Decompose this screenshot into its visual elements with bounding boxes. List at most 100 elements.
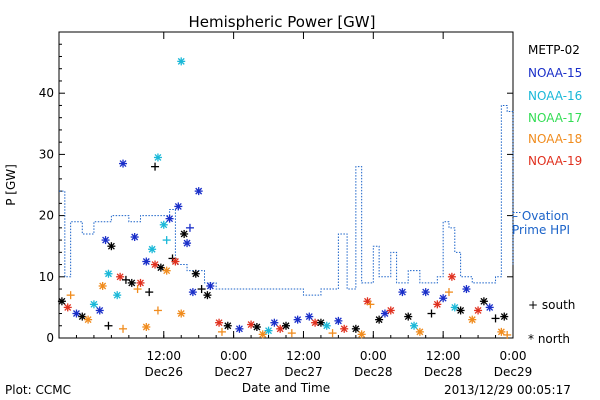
y-tick-label: 40 (39, 86, 54, 100)
y-tick-label: 0 (46, 331, 54, 345)
north-point (410, 321, 419, 330)
x-tick-date-label: Dec27 (284, 365, 323, 379)
legend-noaa-18: NOAA-18 (528, 132, 583, 146)
legend-noaa-16: NOAA-16 (528, 89, 583, 103)
legend-noaa-19: NOAA-19 (528, 154, 583, 168)
north-point (433, 300, 442, 309)
north-point (127, 278, 136, 287)
south-point (491, 314, 500, 323)
north-point (322, 321, 331, 330)
south-point (366, 300, 375, 309)
north-point (142, 322, 151, 331)
north-point (119, 159, 128, 168)
north-point (386, 306, 395, 315)
y-tick-label: 30 (39, 147, 54, 161)
north-point (485, 303, 494, 312)
north-point (258, 330, 267, 339)
x-tick-date-label: Dec28 (354, 365, 393, 379)
north-point (380, 309, 389, 318)
plot-timestamp: 2013/12/29 00:05:17 (444, 383, 571, 397)
south-point (503, 330, 512, 339)
north-point (183, 239, 192, 248)
north-point (404, 312, 413, 321)
north-point (270, 318, 279, 327)
y-axis-label: P [GW] (4, 164, 18, 206)
south-point (427, 309, 436, 318)
south-point (121, 275, 130, 284)
north-point (398, 288, 407, 297)
north-point (142, 257, 151, 266)
north-point (439, 294, 448, 303)
south-point (185, 223, 194, 232)
north-point (153, 153, 162, 162)
north-point (468, 315, 477, 324)
north-point (340, 324, 349, 333)
north-point (191, 269, 200, 278)
north-point (116, 272, 125, 281)
north-point (84, 315, 93, 324)
north-point (107, 242, 116, 251)
x-tick-date-label: Dec26 (145, 365, 184, 379)
north-point (194, 187, 203, 196)
south-point (444, 288, 453, 297)
south-point (145, 288, 154, 297)
north-point (188, 288, 197, 297)
north-point (415, 327, 424, 336)
north-point (98, 281, 107, 290)
north-point (264, 326, 273, 335)
north-point (223, 321, 232, 330)
legend-south-label: south (541, 298, 576, 312)
south-point (104, 321, 113, 330)
south-point (328, 329, 337, 338)
north-point (479, 297, 488, 306)
north-point (101, 236, 110, 245)
x-tick-time-label: 0:00 (360, 349, 387, 363)
north-point (447, 272, 456, 281)
north-point (72, 309, 81, 318)
north-point (215, 318, 224, 327)
north-point (462, 285, 471, 294)
y-tick-label: 20 (39, 209, 54, 223)
legend-north-label: north (537, 332, 571, 346)
plus-symbol-icon: + (528, 298, 539, 312)
north-point (450, 303, 459, 312)
x-axis-ticks: 12:00 Dec26 0:00 Dec27 12:00 Dec27 0:00 Dec28 12… (75, 32, 533, 379)
north-point (311, 318, 320, 327)
north-point (156, 263, 165, 272)
north-point (497, 327, 506, 336)
ovation-hpi-line (59, 104, 514, 296)
x-tick-date-label: Dec29 (494, 365, 533, 379)
south-point (217, 327, 226, 336)
north-point (174, 202, 183, 211)
south-point (151, 162, 160, 171)
north-point (162, 266, 171, 275)
legend-noaa-17: NOAA-17 (528, 111, 583, 125)
north-point (421, 288, 430, 297)
legend-south: + south (528, 298, 575, 312)
y-axis-ticks: 0 10 20 30 40 (39, 43, 513, 345)
north-point (351, 324, 360, 333)
north-point (63, 303, 72, 312)
north-point (78, 312, 87, 321)
legend-ovation-hpi: – Ovation Prime HPI (512, 209, 570, 237)
south-point (162, 236, 171, 245)
north-point (276, 324, 285, 333)
north-point (148, 245, 157, 254)
x-tick-time-label: 12:00 (146, 349, 181, 363)
x-tick-date-label: Dec28 (424, 365, 463, 379)
observation-points (57, 57, 512, 339)
x-axis-label: Date and Time (242, 381, 330, 395)
north-point (180, 229, 189, 238)
north-point (500, 312, 509, 321)
north-point (206, 281, 215, 290)
south-point (153, 306, 162, 315)
south-point (287, 329, 296, 338)
north-point (334, 316, 343, 325)
north-point (159, 220, 168, 229)
x-tick-time-label: 0:00 (500, 349, 527, 363)
north-point (375, 315, 384, 324)
south-point (197, 285, 206, 294)
x-tick-time-label: 12:00 (426, 349, 461, 363)
north-point (305, 312, 314, 321)
